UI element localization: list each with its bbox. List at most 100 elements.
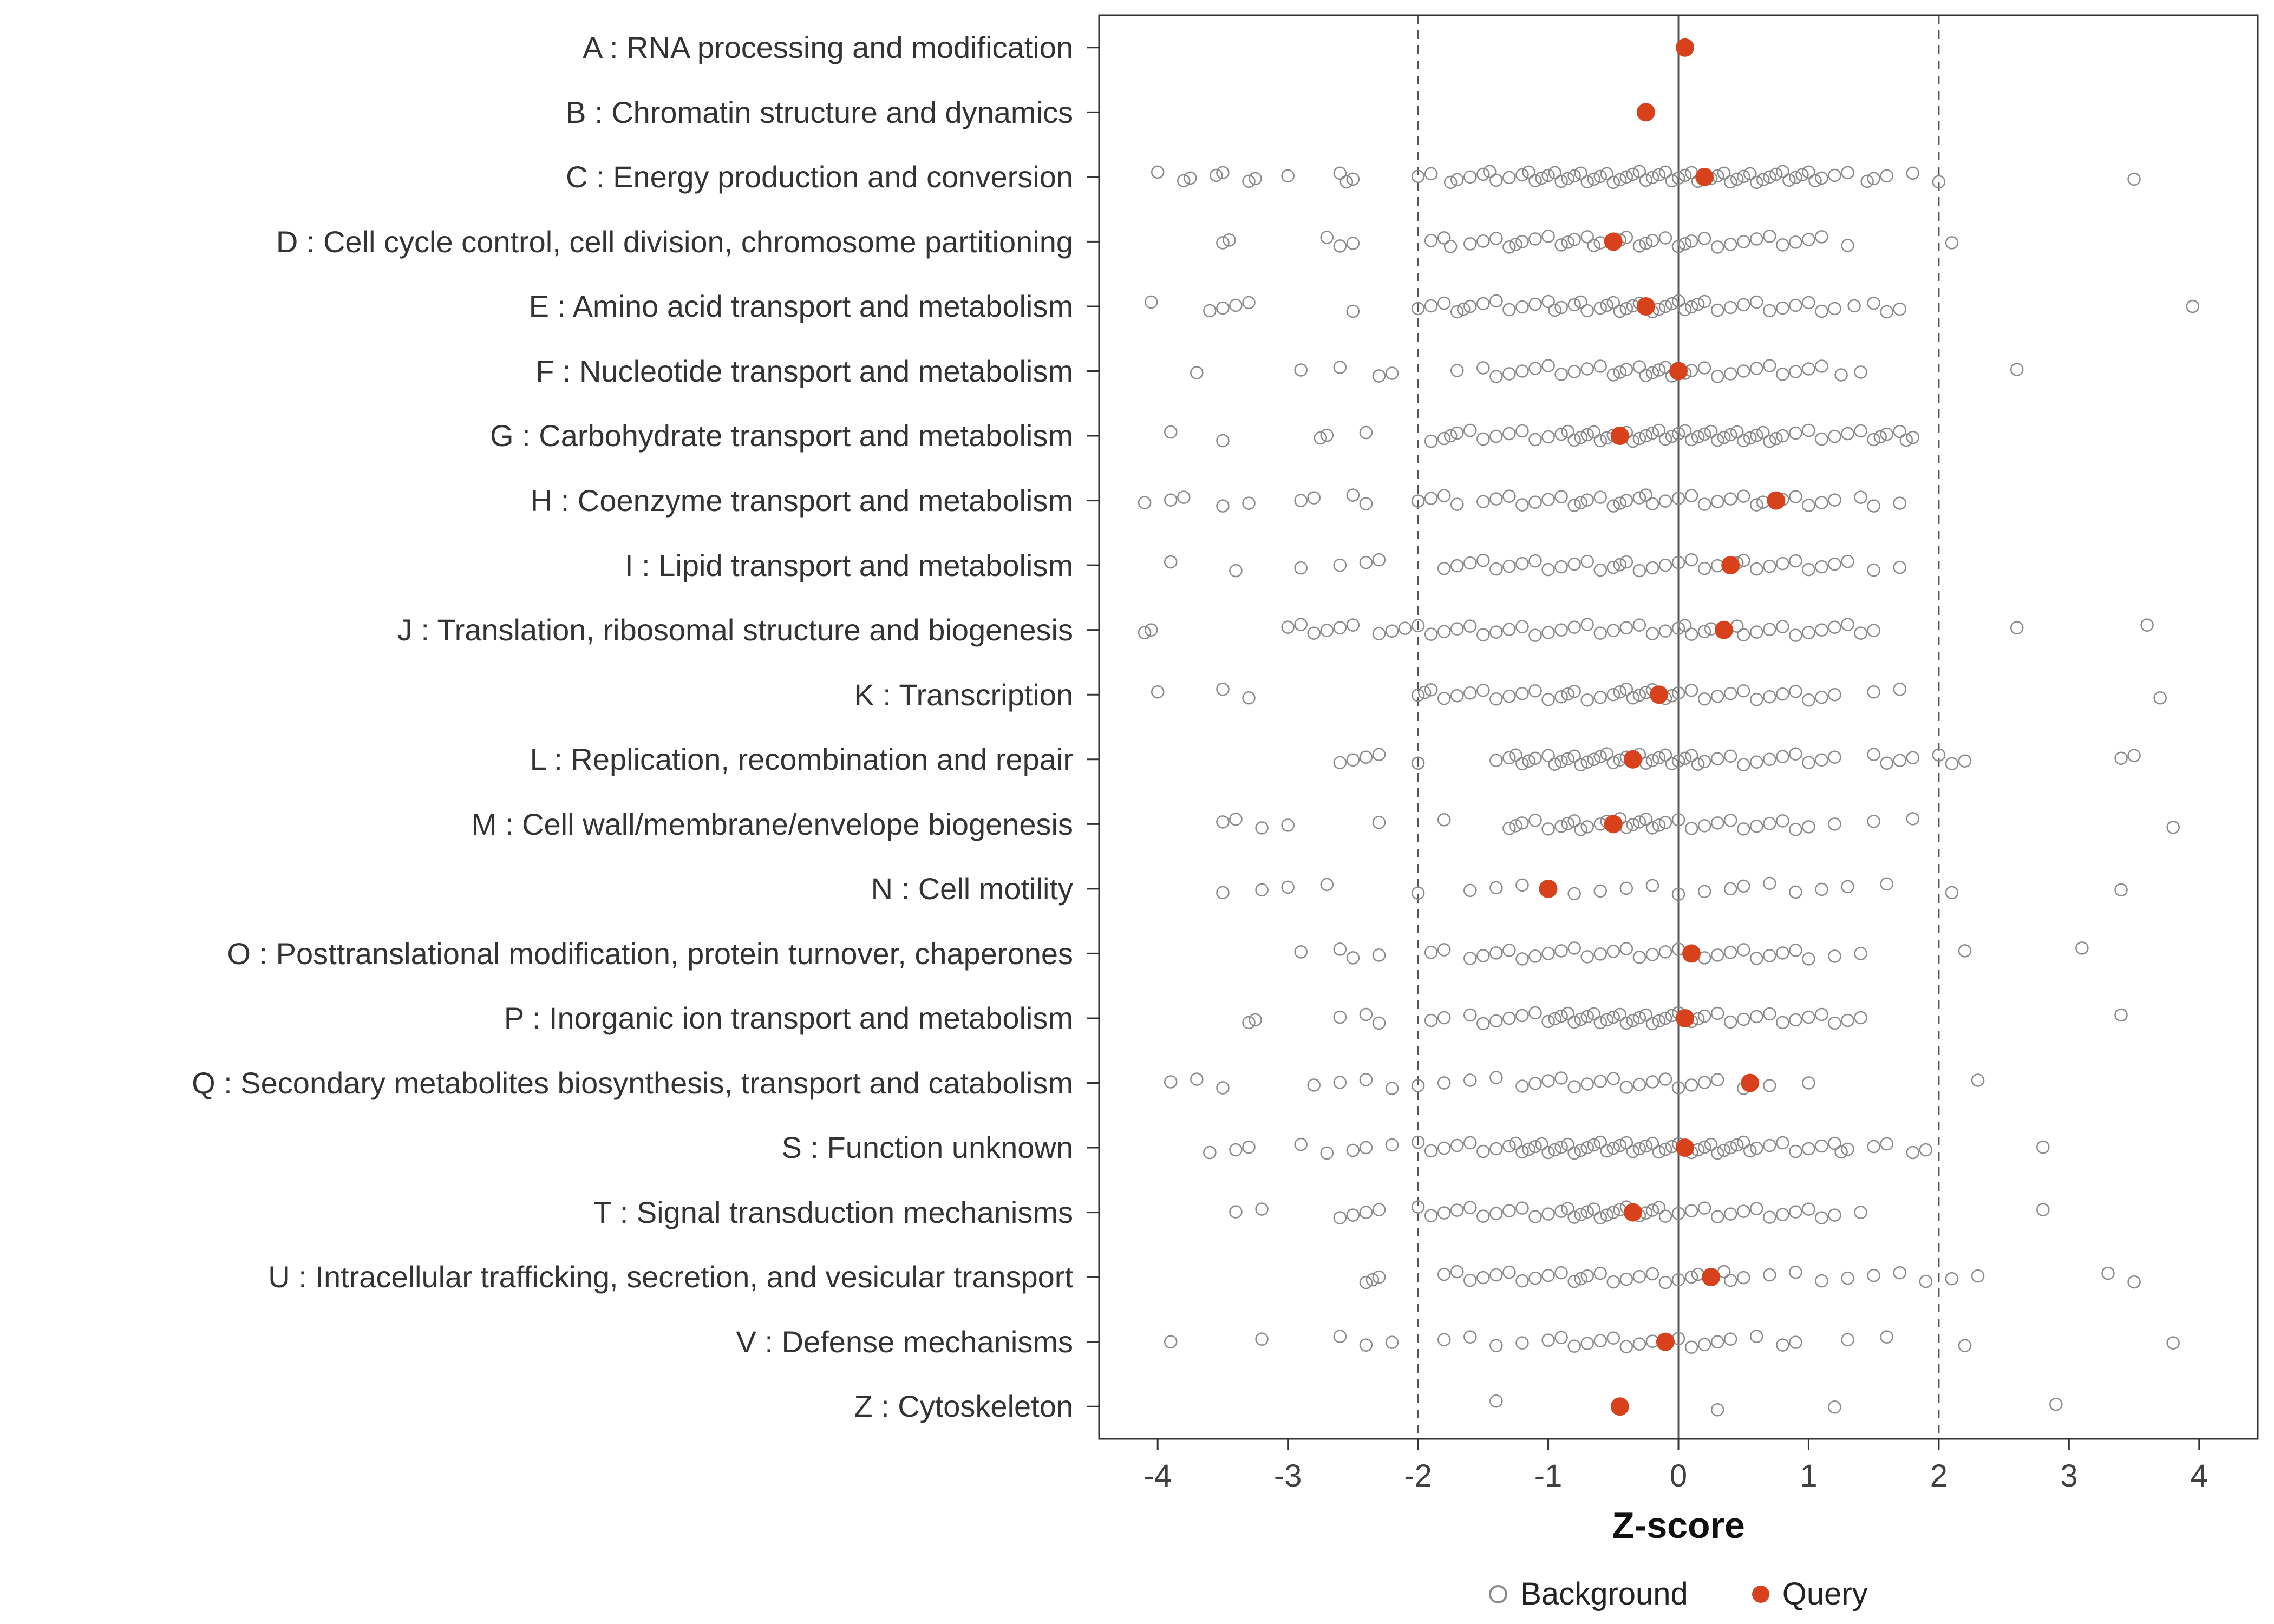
background-point	[1164, 425, 1178, 439]
background-point	[1815, 1274, 1828, 1288]
background-point	[1502, 559, 1516, 573]
background-point	[1476, 297, 1490, 311]
background-point	[1632, 1011, 1646, 1025]
background-point	[1736, 879, 1750, 893]
background-point	[1567, 887, 1581, 901]
x-axis-title: Z-score	[1612, 1505, 1745, 1546]
background-point	[1580, 304, 1594, 318]
category-label: I : Lipid transport and metabolism	[625, 548, 1073, 582]
category-label: G : Carbohydrate transport and metabolis…	[490, 418, 1073, 453]
background-point	[1763, 304, 1776, 318]
background-point	[1606, 1072, 1620, 1085]
background-point	[1710, 1073, 1724, 1086]
background-point	[1802, 626, 1815, 639]
background-point	[1554, 1140, 1568, 1154]
background-point	[2075, 941, 2089, 955]
background-point	[1678, 751, 1692, 765]
background-point	[1333, 621, 1347, 634]
background-point	[1723, 428, 1737, 442]
background-point	[1632, 1337, 1646, 1351]
background-point	[1691, 297, 1705, 311]
category-label: V : Defense mechanisms	[736, 1324, 1073, 1359]
background-point	[1528, 174, 1542, 188]
background-point	[1463, 1136, 1477, 1150]
legend-item-background: Background	[1489, 1576, 1688, 1612]
background-point	[1541, 947, 1555, 960]
background-point	[1359, 750, 1373, 764]
background-point	[1815, 560, 1828, 574]
background-point	[1671, 492, 1685, 505]
background-point	[1450, 173, 1464, 187]
background-point	[1632, 618, 1646, 632]
background-point	[1828, 1400, 1841, 1414]
background-point	[1639, 1008, 1653, 1022]
background-point	[1320, 1146, 1334, 1160]
background-point	[1958, 944, 1972, 958]
background-point	[1320, 878, 1334, 892]
query-point	[1715, 620, 1734, 639]
background-point	[1658, 231, 1672, 245]
background-point	[1658, 945, 1672, 959]
background-point	[1645, 366, 1659, 379]
background-point	[1450, 1203, 1464, 1217]
background-point	[1450, 497, 1464, 511]
background-point	[1359, 1073, 1373, 1086]
background-point	[1736, 489, 1750, 503]
background-point	[1587, 172, 1600, 186]
background-point	[1307, 626, 1321, 640]
background-point	[1652, 818, 1666, 832]
background-point	[1489, 1071, 1503, 1084]
background-point	[1424, 946, 1438, 959]
background-point	[1645, 948, 1659, 961]
background-point	[1841, 880, 1854, 894]
background-point	[1671, 427, 1685, 441]
background-point	[1463, 686, 1477, 700]
background-point	[1802, 952, 1815, 966]
category-label: Q : Secondary metabolites biosynthesis, …	[192, 1065, 1073, 1100]
background-point	[1307, 491, 1321, 505]
category-label: M : Cell wall/membrane/envelope biogenes…	[471, 807, 1073, 841]
background-point	[1710, 1006, 1724, 1020]
background-point	[1372, 748, 1386, 762]
background-point	[1841, 554, 1854, 568]
background-point	[1554, 300, 1568, 315]
background-point	[1365, 1273, 1380, 1287]
background-point	[1763, 1079, 1776, 1092]
background-point	[1164, 555, 1178, 569]
background-point	[1489, 370, 1503, 383]
background-point	[1613, 496, 1627, 510]
background-point	[1548, 1143, 1561, 1157]
background-point	[1697, 294, 1711, 309]
background-point	[1697, 625, 1711, 638]
background-point	[1229, 1205, 1243, 1219]
background-point	[1580, 554, 1594, 568]
background-point	[1789, 490, 1802, 503]
background-point	[1502, 171, 1516, 185]
background-point	[1867, 499, 1880, 513]
background-point	[1489, 1207, 1503, 1220]
background-point	[1164, 1075, 1178, 1089]
background-point	[1665, 297, 1679, 311]
background-point	[1789, 235, 1802, 249]
background-point	[2114, 751, 2128, 765]
background-point	[1574, 166, 1587, 180]
background-point	[1567, 814, 1581, 828]
background-point	[1632, 165, 1646, 179]
background-point	[1242, 691, 1256, 705]
background-point	[1463, 1073, 1477, 1087]
background-point	[1580, 230, 1594, 244]
background-point	[1626, 691, 1640, 705]
background-point	[1450, 622, 1464, 636]
background-point	[1828, 949, 1841, 963]
background-point	[1515, 300, 1529, 314]
background-point	[1216, 236, 1230, 250]
x-tick-label: -4	[1143, 1458, 1172, 1494]
background-point	[1854, 424, 1867, 438]
background-point	[1619, 682, 1633, 696]
background-point	[1854, 626, 1867, 640]
background-point	[1776, 814, 1789, 828]
background-point	[1548, 303, 1561, 317]
background-point	[1893, 424, 1907, 438]
background-point	[1854, 1206, 1867, 1219]
background-point	[1652, 168, 1666, 182]
